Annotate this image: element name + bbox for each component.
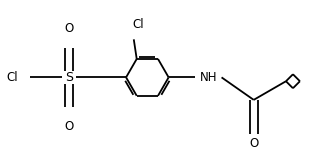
Text: O: O — [64, 120, 74, 133]
Text: O: O — [249, 137, 258, 150]
Text: NH: NH — [200, 71, 217, 84]
Text: Cl: Cl — [133, 18, 145, 31]
Text: S: S — [65, 71, 73, 84]
Text: Cl: Cl — [7, 71, 18, 84]
Text: O: O — [64, 22, 74, 35]
